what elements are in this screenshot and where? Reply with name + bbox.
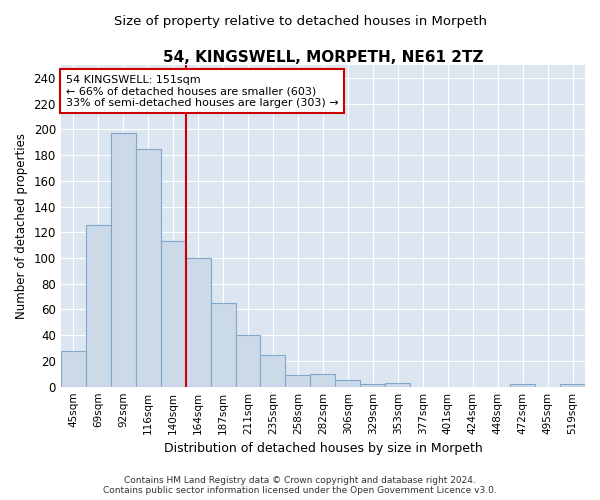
Bar (86, 224, 111, 386)
Text: Size of property relative to detached houses in Morpeth: Size of property relative to detached ho… (113, 14, 487, 28)
Text: Contains HM Land Registry data © Crown copyright and database right 2024.
Contai: Contains HM Land Registry data © Crown c… (103, 476, 497, 495)
Bar (510, 384, 535, 386)
Bar (211, 303, 236, 386)
Bar (61, 350, 86, 386)
Bar (185, 258, 211, 386)
Bar (136, 148, 161, 386)
Title: 54, KINGSWELL, MORPETH, NE61 2TZ: 54, KINGSWELL, MORPETH, NE61 2TZ (163, 50, 483, 65)
X-axis label: Distribution of detached houses by size in Morpeth: Distribution of detached houses by size … (164, 442, 482, 455)
Bar (236, 335, 260, 386)
Bar (286, 375, 310, 386)
Y-axis label: Number of detached properties: Number of detached properties (15, 133, 28, 319)
Bar (335, 380, 361, 386)
Bar (560, 384, 585, 386)
Bar (385, 383, 410, 386)
Bar (310, 374, 335, 386)
Bar (260, 354, 286, 386)
Text: 54 KINGSWELL: 151sqm
← 66% of detached houses are smaller (603)
33% of semi-deta: 54 KINGSWELL: 151sqm ← 66% of detached h… (66, 74, 338, 108)
Bar (161, 242, 185, 386)
Bar (361, 384, 385, 386)
Bar (111, 133, 136, 386)
